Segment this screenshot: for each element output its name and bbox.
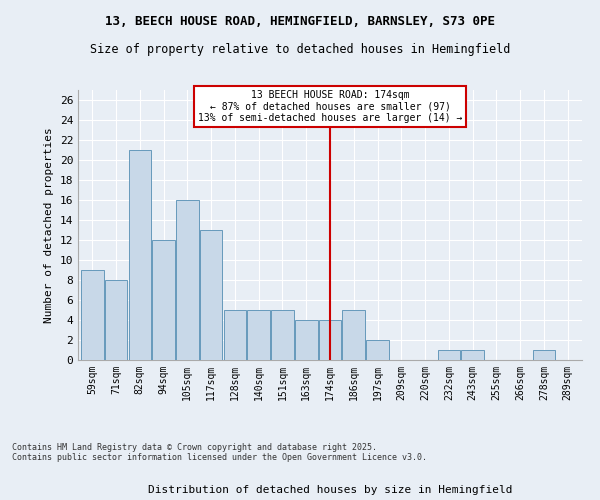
Text: Size of property relative to detached houses in Hemingfield: Size of property relative to detached ho… [90,42,510,56]
Bar [271,310,294,360]
Bar [343,310,365,360]
Bar [295,320,317,360]
Bar [437,350,460,360]
Text: Distribution of detached houses by size in Hemingfield: Distribution of detached houses by size … [148,485,512,495]
Bar [533,350,555,360]
Bar [224,310,246,360]
Bar [176,200,199,360]
Bar [105,280,127,360]
Text: Contains HM Land Registry data © Crown copyright and database right 2025.
Contai: Contains HM Land Registry data © Crown c… [12,443,427,462]
Bar [200,230,223,360]
Bar [128,150,151,360]
Bar [152,240,175,360]
Text: 13 BEECH HOUSE ROAD: 174sqm
← 87% of detached houses are smaller (97)
13% of sem: 13 BEECH HOUSE ROAD: 174sqm ← 87% of det… [198,90,462,123]
Bar [461,350,484,360]
Bar [247,310,270,360]
Bar [366,340,389,360]
Bar [319,320,341,360]
Bar [81,270,104,360]
Y-axis label: Number of detached properties: Number of detached properties [44,127,54,323]
Text: 13, BEECH HOUSE ROAD, HEMINGFIELD, BARNSLEY, S73 0PE: 13, BEECH HOUSE ROAD, HEMINGFIELD, BARNS… [105,15,495,28]
